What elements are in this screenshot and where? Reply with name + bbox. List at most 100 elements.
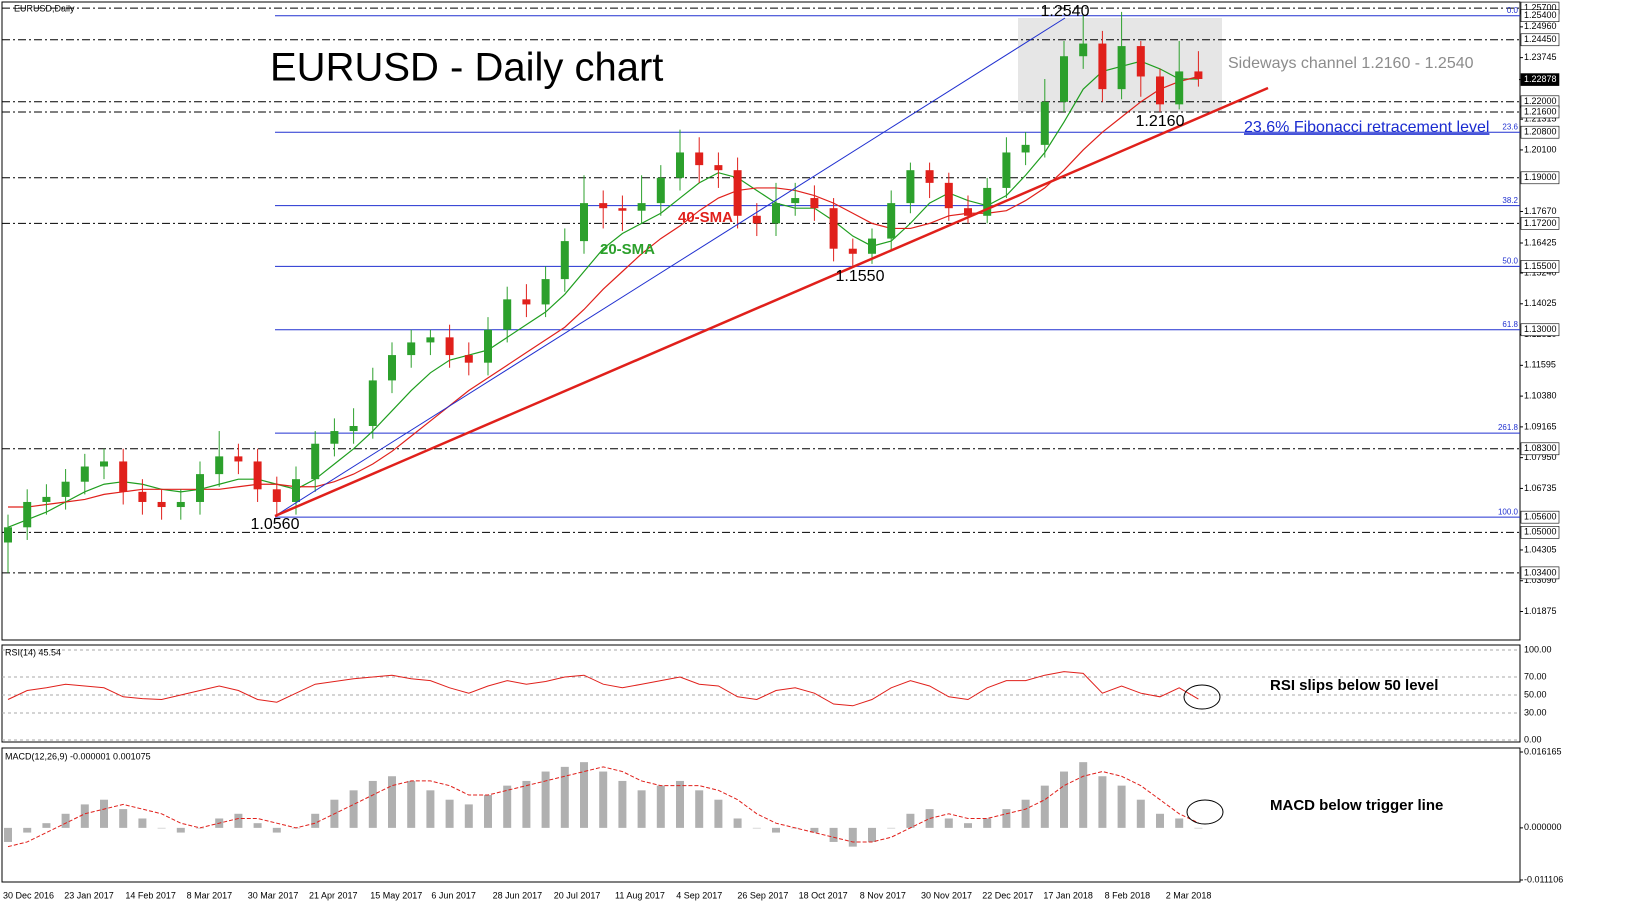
candle-body [964, 208, 972, 216]
x-tick-label: 17 Jan 2018 [1043, 890, 1093, 900]
candle-body [138, 491, 147, 502]
fib-label: 38.2 [1502, 196, 1518, 205]
candle-body [484, 329, 492, 363]
x-tick-label: 22 Dec 2017 [982, 890, 1033, 900]
macd-bar [445, 799, 454, 828]
price-box-label: 1.05000 [1524, 527, 1557, 537]
candle-body [1079, 43, 1088, 57]
candle-body [368, 380, 377, 426]
macd-bar [176, 827, 185, 833]
macd-bar [848, 827, 857, 847]
candle-body [733, 170, 742, 216]
macd-bar [541, 771, 550, 828]
price-box-label: 1.15500 [1524, 261, 1557, 271]
rsi-panel [1, 644, 1521, 743]
macd-bar [733, 818, 742, 828]
macd-bar [752, 827, 761, 829]
rsi-circle [1183, 684, 1221, 710]
price-box [1520, 105, 1560, 119]
annotation: 1.1550 [836, 268, 885, 285]
price-box-label: 1.13000 [1524, 324, 1557, 334]
candle-body [1175, 71, 1184, 105]
macd-bar [80, 804, 89, 828]
macd-bar [1021, 799, 1030, 828]
candle-body [61, 481, 70, 497]
price-box [1520, 171, 1560, 185]
y-tick-label: 1.24960 [1524, 21, 1557, 31]
candle-body [234, 456, 243, 462]
macd-bar [1098, 776, 1107, 828]
candle-body [829, 208, 838, 249]
candle-body [407, 342, 416, 356]
annotation: Sideways channel 1.2160 - 1.2540 [1228, 55, 1474, 72]
y-tick-label: 1.16425 [1524, 237, 1557, 247]
macd-bar [484, 795, 492, 828]
candle-body [656, 177, 665, 204]
macd-bar [1002, 809, 1011, 828]
x-tick-label: 8 Nov 2017 [860, 890, 906, 900]
candle-body [580, 203, 588, 242]
annotation: 23.6% Fibonacci retracement level [1244, 119, 1489, 136]
macd-bar [4, 827, 12, 842]
macd-bar [119, 809, 128, 828]
y-tick-label: 30.00 [1524, 707, 1547, 717]
fib-label: 23.6 [1502, 122, 1518, 131]
y-tick-label: 1.20100 [1524, 144, 1557, 154]
price-box [1520, 510, 1560, 524]
main-panel [1, 1, 1521, 641]
macd-bar [1079, 762, 1088, 828]
candle-body [541, 279, 550, 305]
macd-bar [560, 766, 569, 828]
candle-body [887, 203, 896, 239]
candle-body [426, 337, 435, 343]
macd-bar [1117, 785, 1126, 828]
candle-body [810, 198, 819, 209]
candle-body [292, 479, 300, 502]
macd-bar [637, 790, 646, 828]
candle-body [349, 425, 358, 432]
y-tick-label: 1.07950 [1524, 452, 1557, 462]
x-tick-label: 4 Sep 2017 [676, 890, 722, 900]
macd-signal [7, 766, 1199, 848]
x-tick-label: 20 Jul 2017 [554, 890, 601, 900]
fib-label: 100.0 [1498, 507, 1519, 516]
candle-body [503, 299, 512, 330]
candle-body [196, 474, 204, 502]
candle-body [925, 170, 934, 183]
x-tick-label: 21 Apr 2017 [309, 890, 358, 900]
macd-circle [1186, 799, 1224, 825]
candle-body [42, 496, 51, 502]
candle-body [637, 203, 646, 211]
candle-body [4, 527, 12, 543]
layers: 30 Dec 2016 23 Jan 2017 14 Feb 2017 8 Mar 2… [2, 1, 1563, 900]
price-box-label: 1.19000 [1524, 172, 1557, 182]
macd-bar [695, 790, 704, 828]
macd-bar [599, 771, 608, 828]
macd-bar [1136, 799, 1145, 828]
price-box-label: 1.24450 [1524, 34, 1557, 44]
x-tick-label: 8 Mar 2017 [187, 890, 233, 900]
macd-bar [1194, 827, 1203, 829]
candle-body [944, 182, 953, 209]
sma-line [8, 75, 1199, 508]
macd-bar [983, 818, 992, 828]
y-tick-label: 1.09165 [1524, 421, 1557, 431]
y-tick-label: 1.01875 [1524, 606, 1557, 616]
macd-bar [388, 776, 396, 828]
fib-label: 50.0 [1502, 257, 1518, 266]
candle-body [714, 165, 723, 171]
macd-bar [61, 813, 70, 828]
candle-body [80, 466, 89, 482]
price-box [1520, 9, 1560, 23]
macd-bar [426, 790, 435, 828]
candle-body [464, 355, 473, 363]
candle-body [848, 248, 857, 254]
price-box-label: 1.17200 [1524, 218, 1557, 228]
candle-body [1021, 144, 1030, 153]
y-tick-label: 0.00 [1524, 734, 1542, 744]
y-tick-label: 1.23745 [1524, 52, 1557, 62]
symbol: EURUSD,Daily [14, 3, 75, 13]
candle-body [676, 152, 684, 178]
